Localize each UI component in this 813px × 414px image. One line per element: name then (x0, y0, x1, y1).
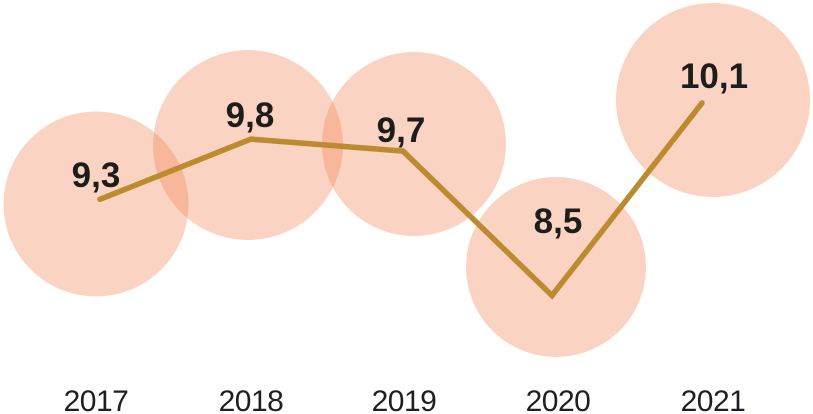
value-label-2020: 8,5 (534, 202, 583, 241)
value-label-2021: 10,1 (680, 57, 748, 96)
bubble-2018 (153, 50, 343, 240)
x-tick-2020: 2020 (526, 385, 591, 414)
value-label-2019: 9,7 (377, 111, 426, 150)
x-tick-2019: 2019 (372, 385, 437, 414)
value-label-2017: 9,3 (72, 156, 121, 195)
value-label-group: 9,3 9,8 9,7 8,5 10,1 (72, 57, 748, 241)
bubble-2020 (466, 177, 646, 357)
bubble-2021 (616, 3, 810, 197)
value-label-2018: 9,8 (226, 96, 275, 135)
x-tick-2018: 2018 (219, 385, 284, 414)
bubble-2017 (3, 111, 189, 297)
bubble-2019 (322, 52, 506, 236)
x-tick-2021: 2021 (681, 385, 746, 414)
trend-line (97, 100, 705, 300)
bubble-group (3, 3, 810, 357)
x-tick-2017: 2017 (64, 385, 129, 414)
x-axis-tick-group: 2017 2018 2019 2020 2021 (64, 385, 746, 414)
